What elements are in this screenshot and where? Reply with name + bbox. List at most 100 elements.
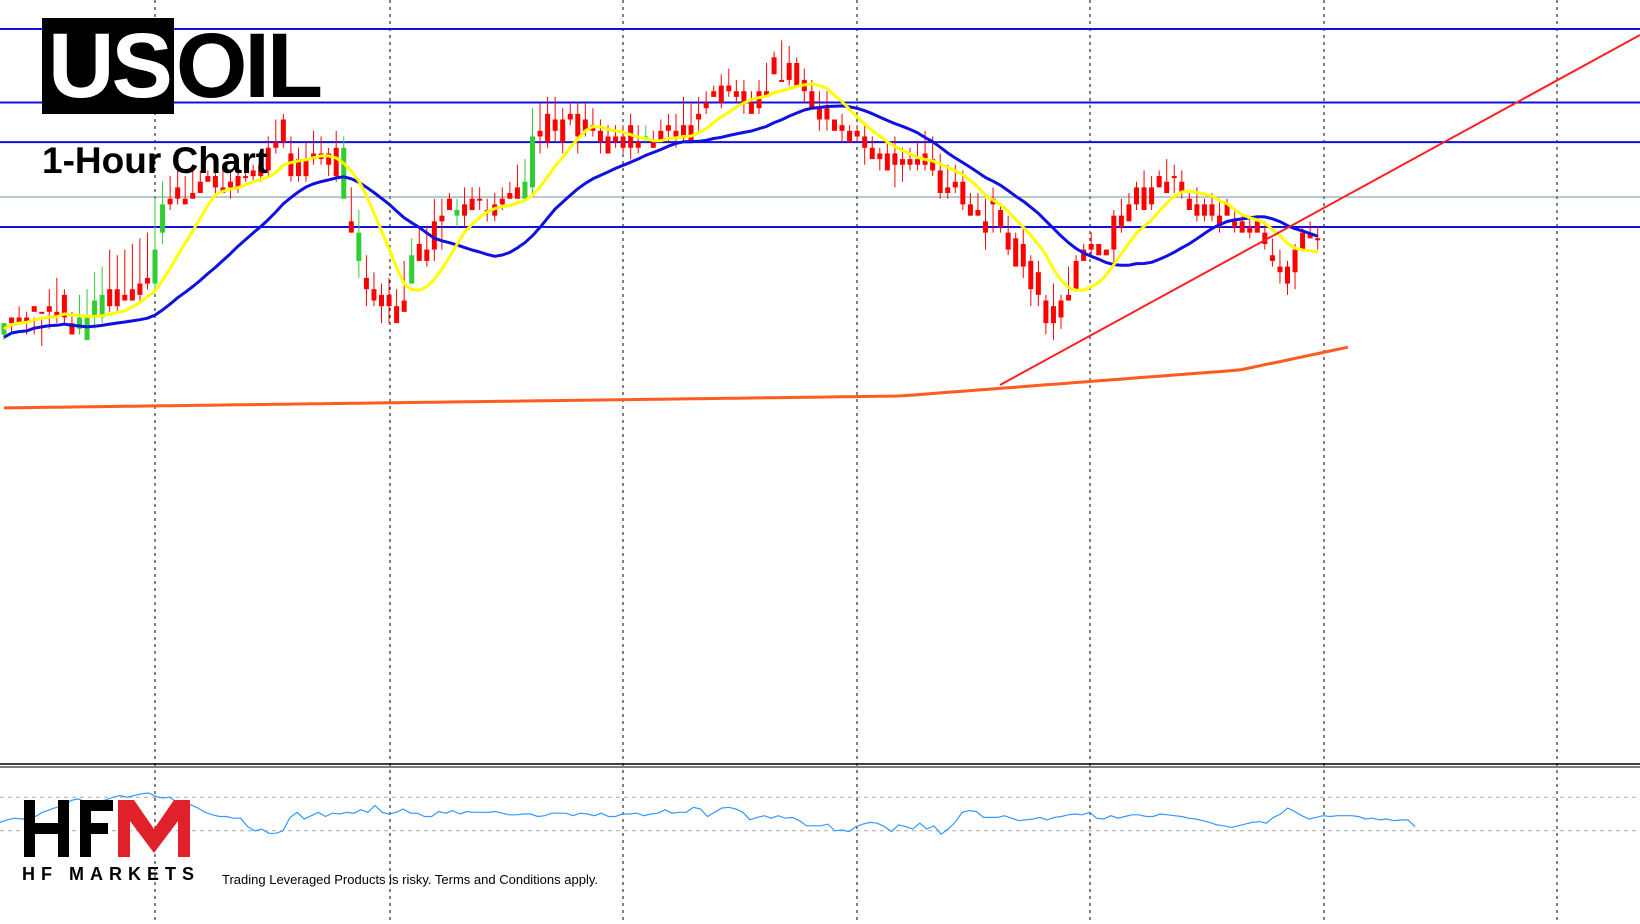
candle-bear (175, 187, 181, 199)
candle-bear (16, 317, 22, 324)
candle-bear (333, 147, 339, 177)
chart-subtitle: 1-Hour Chart (42, 140, 269, 181)
candle-bear (945, 187, 951, 194)
candle-bear (696, 113, 702, 120)
candle-bear (1269, 255, 1275, 261)
candle-bear (401, 300, 407, 312)
candle-bear (688, 125, 694, 143)
candle-bear (439, 215, 445, 222)
candle-bear (197, 181, 203, 194)
candle-bear (869, 147, 875, 160)
candle-bear (1171, 176, 1177, 179)
candle-bear (1292, 249, 1298, 273)
candle-bear (107, 289, 113, 307)
candle-bear (575, 113, 581, 137)
candle-bear (877, 153, 883, 160)
candle-bear (1247, 226, 1253, 233)
candle-bear (545, 113, 551, 143)
candle-bear (114, 289, 120, 307)
candle-bear (839, 125, 845, 131)
candle-bear (250, 170, 256, 177)
candle-bear (711, 91, 717, 97)
candle-bull (92, 300, 98, 318)
candle-bear (431, 221, 437, 250)
candle-bear (794, 62, 800, 86)
candle-bear (386, 294, 392, 307)
candle-bear (348, 221, 354, 233)
candle-bear (1307, 232, 1313, 239)
candle-bear (1073, 260, 1079, 290)
candle-bear (288, 153, 294, 177)
candle-bear (507, 193, 513, 199)
candle-bear (915, 159, 921, 165)
candle-bear (1262, 232, 1268, 244)
candle-bull (409, 255, 415, 284)
title-rest: OIL (175, 15, 323, 117)
candle-bear (537, 130, 543, 137)
candle-bear (1164, 181, 1170, 194)
candle-bear (1050, 306, 1056, 324)
candle-bear (862, 136, 868, 148)
candle-bear (363, 277, 369, 290)
candle-bear (1224, 204, 1230, 216)
candle-bear (907, 159, 913, 165)
candle-bear (1028, 260, 1034, 290)
candle-bear (273, 142, 279, 148)
candle-bear (809, 91, 815, 109)
candle-bear (295, 159, 301, 177)
chart-title: US OIL (42, 15, 323, 117)
candle-bear (937, 170, 943, 194)
candle-bear (1201, 204, 1207, 216)
candle-bear (1186, 198, 1192, 211)
candle-bear (1277, 266, 1283, 273)
candle-bear (560, 119, 566, 143)
candle-bear (1013, 238, 1019, 267)
candle-bear (446, 198, 452, 211)
candle-bear (1285, 266, 1290, 284)
candle-bear (182, 198, 188, 205)
candle-bear (741, 91, 747, 103)
candle-bear (832, 119, 837, 131)
candle-bear (205, 176, 211, 182)
candle-bear (39, 311, 45, 314)
candle-bear (1020, 243, 1026, 267)
candle-bear (499, 198, 505, 205)
candle-bull (84, 317, 90, 341)
candle-bear (24, 317, 30, 324)
candle-bear (280, 119, 286, 143)
candle-bear (1156, 176, 1162, 188)
candle-bear (1103, 249, 1109, 256)
candle-bear (1194, 204, 1200, 216)
candle-bear (167, 198, 173, 205)
candle-bear (854, 130, 860, 137)
candle-bear (673, 130, 679, 137)
title-inverted: US (42, 18, 174, 114)
candle-bear (748, 102, 754, 114)
candle-bear (733, 91, 739, 97)
oscillator-line (0, 792, 1416, 836)
candle-bull (530, 136, 535, 188)
candle-bear (69, 323, 75, 335)
trendline (999, 34, 1640, 386)
candle-bear (930, 159, 936, 171)
candle-bear (613, 136, 619, 143)
candle-bear (1149, 187, 1155, 205)
candle-bear (326, 153, 332, 165)
candle-bear (394, 306, 400, 324)
candle-bear (228, 181, 233, 188)
candle-bear (371, 289, 377, 301)
candle-bear (658, 130, 664, 143)
candle-bear (469, 198, 475, 211)
candle-bear (1239, 221, 1245, 233)
candle-bear (46, 306, 52, 312)
candle-bear (243, 176, 249, 179)
candle-bear (1096, 243, 1102, 256)
candle-bear (265, 147, 271, 171)
candle-bear (1141, 187, 1147, 211)
candle-bear (771, 57, 777, 75)
candle-bear (416, 243, 422, 261)
candle-bear (967, 204, 973, 216)
candle-bear (567, 113, 573, 120)
candle-bear (1126, 204, 1132, 222)
